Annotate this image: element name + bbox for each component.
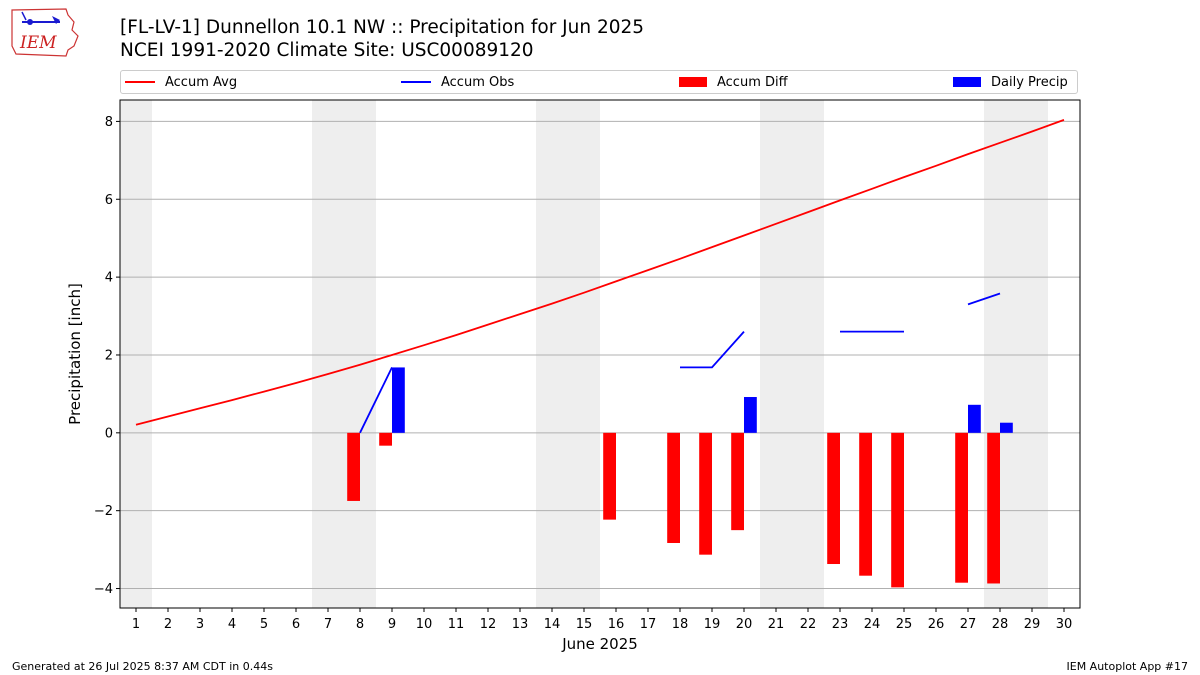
x-tick-label: 13 (512, 617, 529, 632)
x-tick-label: 9 (388, 617, 396, 632)
weekend-band (120, 100, 152, 608)
legend-item-accum-avg: Accum Avg (125, 71, 237, 93)
legend-swatch (679, 77, 707, 87)
y-tick-label: 2 (105, 348, 113, 363)
accum-diff-bar (347, 432, 360, 501)
series-lines (135, 119, 1065, 434)
x-tick-label: 3 (196, 617, 204, 632)
legend-item-accum-obs: Accum Obs (401, 71, 514, 93)
x-tick-label: 4 (228, 617, 236, 632)
daily-precip-bar (392, 367, 405, 433)
x-tick-label: 12 (480, 617, 497, 632)
x-tick-label: 27 (960, 617, 977, 632)
x-tick-label: 26 (928, 617, 945, 632)
chart-title: [FL-LV-1] Dunnellon 10.1 NW :: Precipita… (120, 17, 645, 38)
weekend-band (984, 100, 1048, 608)
x-tick-label: 14 (544, 617, 561, 632)
accum-obs-line (359, 367, 393, 434)
x-tick-label: 20 (736, 617, 753, 632)
iem-logo-text: IEM (19, 33, 57, 53)
app-note: IEM Autoplot App #17 (1066, 660, 1189, 673)
y-tick-label: −4 (94, 582, 113, 597)
daily-precip-bar (1000, 422, 1013, 433)
accum-avg-line (135, 119, 1065, 426)
accum-diff-bar (955, 432, 968, 583)
legend-swatch (953, 77, 981, 87)
weekend-bands (120, 100, 1048, 608)
x-tick-label: 8 (356, 617, 364, 632)
x-tick-label: 6 (292, 617, 300, 632)
y-tick-label: 8 (105, 115, 113, 130)
x-tick-label: 1 (132, 617, 140, 632)
x-tick-label: 25 (896, 617, 913, 632)
accum-diff-bar (731, 432, 744, 531)
legend-swatch (401, 81, 431, 83)
bars (347, 367, 1013, 588)
y-tick-label: 6 (105, 193, 113, 208)
x-tick-label: 24 (864, 617, 881, 632)
accum-diff-bar (891, 432, 904, 588)
x-axis-label: June 2025 (561, 635, 638, 653)
gridlines (120, 120, 1080, 590)
legend-label: Accum Obs (441, 74, 515, 90)
x-tick-label: 17 (640, 617, 657, 632)
x-tick-label: 18 (672, 617, 689, 632)
accum-diff-bar (379, 432, 392, 446)
chart-legend: Accum Avg Accum Obs Accum Diff Daily Pre… (120, 70, 1078, 94)
daily-precip-bar (968, 404, 981, 433)
iem-logo: IEM (11, 8, 79, 57)
accum-diff-bar (667, 432, 680, 543)
accum-diff-bar (827, 432, 840, 565)
legend-label: Daily Precip (991, 74, 1068, 90)
legend-item-daily-precip: Daily Precip (953, 71, 1068, 93)
generated-note: Generated at 26 Jul 2025 8:37 AM CDT in … (12, 660, 273, 673)
x-tick-label: 16 (608, 617, 625, 632)
x-tick-label: 7 (324, 617, 332, 632)
plot-frame (119, 99, 1081, 609)
x-tick-label: 19 (704, 617, 721, 632)
x-tick-label: 10 (416, 617, 433, 632)
x-tick-label: 29 (1024, 617, 1041, 632)
accum-diff-bar (603, 432, 616, 520)
accum-obs-line (680, 331, 745, 369)
x-tick-label: 22 (800, 617, 817, 632)
y-tick-label: 4 (105, 271, 113, 286)
weekend-band (760, 100, 824, 608)
y-tick-label: 0 (105, 426, 113, 441)
accum-diff-bar (699, 432, 712, 555)
accum-obs-line (967, 292, 1001, 306)
accum-diff-bar (859, 432, 872, 576)
x-tick-label: 23 (832, 617, 849, 632)
weekend-band (536, 100, 600, 608)
x-tick-label: 28 (992, 617, 1009, 632)
x-tick-label: 15 (576, 617, 593, 632)
x-tick-label: 30 (1056, 617, 1073, 632)
x-tick-label: 11 (448, 617, 465, 632)
x-tick-label: 2 (164, 617, 172, 632)
x-tick-label: 5 (260, 617, 268, 632)
chart-subtitle: NCEI 1991-2020 Climate Site: USC00089120 (120, 40, 534, 61)
weekend-band (312, 100, 376, 608)
legend-label: Accum Diff (717, 74, 788, 90)
legend-item-accum-diff: Accum Diff (679, 71, 788, 93)
x-tick-label: 21 (768, 617, 785, 632)
legend-swatch (125, 81, 155, 83)
daily-precip-bar (744, 397, 757, 433)
y-tick-label: −2 (94, 504, 113, 519)
accum-diff-bar (987, 432, 1000, 584)
legend-label: Accum Avg (165, 74, 238, 90)
y-axis-label: Precipitation [inch] (66, 283, 84, 425)
